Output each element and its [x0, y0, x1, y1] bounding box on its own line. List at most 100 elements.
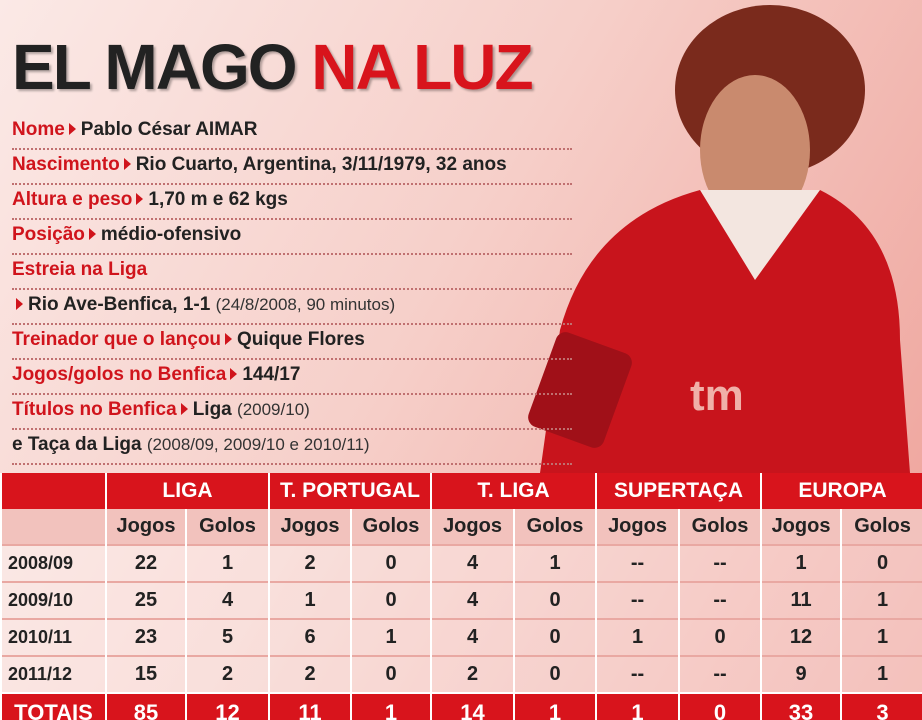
group-header: EUROPA — [760, 473, 922, 509]
title-red: NA LUZ — [311, 31, 533, 103]
group-header: LIGA — [104, 473, 270, 509]
stat-cell: 4 — [430, 544, 515, 582]
info-row: Rio Ave-Benfica, 1-1 (24/8/2008, 90 minu… — [12, 288, 572, 325]
stat-cell: 1 — [760, 544, 842, 582]
info-value: e Taça da Liga — [12, 434, 142, 455]
info-row: Nascimento Rio Cuarto, Argentina, 3/11/19… — [12, 148, 572, 185]
stat-cell: 0 — [513, 581, 597, 619]
stat-cell: 0 — [513, 618, 597, 656]
stat-cell: -- — [595, 544, 680, 582]
total-cell: 14 — [430, 692, 515, 720]
info-row: Jogos/golos no Benfica 144/17 — [12, 358, 572, 395]
info-row: Títulos no Benfica Liga (2009/10) — [12, 393, 572, 430]
stat-cell: 2 — [430, 655, 515, 693]
stat-cell: 25 — [105, 581, 186, 619]
info-row: Altura e peso 1,70 m e 62 kgs — [12, 183, 572, 220]
total-cell: 1 — [350, 692, 432, 720]
stat-cell: 0 — [350, 581, 432, 619]
group-header-row: LIGA T. PORTUGAL T. LIGA SUPERTAÇA EUROPA — [0, 473, 922, 509]
sub-header: Golos — [350, 509, 432, 545]
info-row: Treinador que o lançou Quique Flores — [12, 323, 572, 360]
stat-cell: 6 — [268, 618, 352, 656]
info-label: Altura e peso — [12, 189, 133, 210]
info-value: Rio Cuarto, Argentina, 3/11/1979, 32 ano… — [135, 154, 507, 175]
stat-cell: 0 — [350, 655, 432, 693]
total-cell: 12 — [184, 692, 270, 720]
sub-header: Golos — [840, 509, 922, 545]
group-header: T. PORTUGAL — [268, 473, 432, 509]
info-label: Nascimento — [12, 154, 120, 175]
stat-cell: 2 — [268, 655, 352, 693]
info-row: Nome Pablo César AIMAR — [12, 113, 572, 150]
stat-cell: -- — [595, 581, 680, 619]
info-row: Posição médio-ofensivo — [12, 218, 572, 255]
stat-cell: 4 — [430, 618, 515, 656]
info-note: (2008/09, 2009/10 e 2010/11) — [146, 435, 370, 454]
season-row: 2009/10 25 4 1 0 4 0 -- -- 11 1 — [0, 581, 922, 619]
sub-header: Jogos — [595, 509, 680, 545]
total-cell: 11 — [268, 692, 352, 720]
stat-cell: 9 — [760, 655, 842, 693]
sub-header: Jogos — [760, 509, 842, 545]
stat-cell: 0 — [513, 655, 597, 693]
stat-cell: 0 — [350, 544, 432, 582]
stat-cell: -- — [678, 544, 762, 582]
stat-cell: 23 — [105, 618, 186, 656]
info-label: Jogos/golos no Benfica — [12, 364, 227, 385]
total-cell: 85 — [105, 692, 186, 720]
info-note: (24/8/2008, 90 minutos) — [215, 295, 396, 314]
sub-header: Jogos — [268, 509, 352, 545]
stat-cell: 1 — [840, 581, 922, 619]
arrow-icon — [230, 368, 238, 380]
stat-cell: 1 — [350, 618, 432, 656]
arrow-icon — [123, 158, 131, 170]
group-header: T. LIGA — [430, 473, 597, 509]
stat-cell: 1 — [184, 544, 270, 582]
info-row: e Taça da Liga (2008/09, 2009/10 e 2010/… — [12, 428, 572, 465]
total-cell: 3 — [840, 692, 922, 720]
arrow-icon — [136, 193, 144, 205]
arrow-icon — [225, 333, 233, 345]
info-label: Nome — [12, 119, 65, 140]
stat-cell: 12 — [760, 618, 842, 656]
stat-cell: 1 — [513, 544, 597, 582]
info-label: Estreia na Liga — [12, 259, 148, 280]
stat-cell: -- — [678, 581, 762, 619]
info-value: 144/17 — [242, 364, 301, 385]
corner-cell — [0, 473, 106, 509]
group-header: SUPERTAÇA — [595, 473, 762, 509]
shirt-logo: tm — [690, 371, 744, 420]
stat-cell: -- — [678, 655, 762, 693]
season-cell: 2008/09 — [0, 544, 106, 582]
total-cell: 1 — [595, 692, 680, 720]
season-row: 2008/09 22 1 2 0 4 1 -- -- 1 0 — [0, 544, 922, 582]
sub-header: Golos — [678, 509, 762, 545]
info-note: (2009/10) — [237, 400, 310, 419]
stats-table: LIGA T. PORTUGAL T. LIGA SUPERTAÇA EUROPA Jog… — [0, 473, 922, 720]
player-photo: tm — [528, 5, 910, 473]
arrow-icon — [88, 228, 96, 240]
stat-cell: 2 — [184, 655, 270, 693]
sub-header: Jogos — [430, 509, 515, 545]
stat-cell: 5 — [184, 618, 270, 656]
stat-cell: 1 — [595, 618, 680, 656]
info-label: Posição — [12, 224, 85, 245]
sub-header-row: Jogos Golos Jogos Golos Jogos Golos Jogos Golos… — [0, 509, 922, 545]
stat-cell: -- — [595, 655, 680, 693]
season-cell: 2011/12 — [0, 655, 106, 693]
stat-cell: 11 — [760, 581, 842, 619]
stat-cell: 4 — [184, 581, 270, 619]
stat-cell: 1 — [840, 655, 922, 693]
info-value: 1,70 m e 62 kgs — [148, 189, 288, 210]
info-label: Títulos no Benfica — [12, 399, 177, 420]
sub-header: Golos — [513, 509, 597, 545]
total-cell: 0 — [678, 692, 762, 720]
season-cell: 2009/10 — [0, 581, 106, 619]
arrow-icon — [68, 123, 76, 135]
arrow-icon — [16, 298, 23, 310]
stat-cell: 0 — [840, 544, 922, 582]
sub-header: Golos — [184, 509, 270, 545]
title: EL MAGO NA LUZ — [12, 30, 534, 104]
corner-cell — [0, 509, 106, 545]
